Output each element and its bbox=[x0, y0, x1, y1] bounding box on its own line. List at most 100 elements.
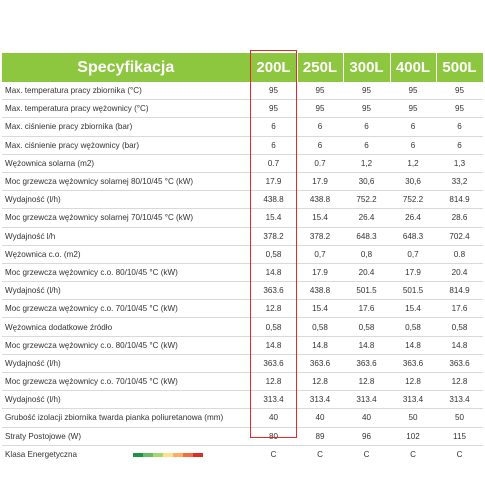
row-label: Max. temperatura pracy wężownicy (°C) bbox=[2, 99, 250, 119]
cell-400l: 6 bbox=[390, 136, 436, 155]
cell-500l: 33,2 bbox=[436, 172, 483, 192]
row-label-text: Moc grzewcza wężownicy c.o. 80/10/45 °C … bbox=[5, 267, 178, 277]
cell-200l: 40 bbox=[250, 408, 297, 428]
cell-300l: 40 bbox=[343, 408, 390, 428]
row-label: Max. temperatura pracy zbiornika (°C) bbox=[2, 82, 250, 101]
column-header-300l: 300L bbox=[343, 53, 391, 82]
cell-300l: 95 bbox=[343, 99, 390, 119]
energy-class-scale bbox=[133, 450, 203, 459]
cell-200l: 14.8 bbox=[250, 263, 297, 283]
cell-200l: 95 bbox=[250, 82, 297, 101]
cell-200l: 363.6 bbox=[250, 354, 297, 374]
column-header-250l: 250L bbox=[297, 53, 344, 82]
cell-500l: 95 bbox=[436, 99, 483, 119]
row-label-text: Moc grzewcza wężownicy c.o. 70/10/45 °C … bbox=[5, 304, 178, 314]
row-label-text: Straty Postojowe (W) bbox=[5, 431, 82, 441]
cell-500l: 363.6 bbox=[436, 354, 483, 374]
cell-200l: 95 bbox=[250, 99, 297, 119]
cell-300l: 0,8 bbox=[343, 245, 390, 264]
row-label-text: Moc grzewcza wężownicy c.o. 70/10/45 °C … bbox=[5, 377, 178, 387]
row-label-text: Wężownica solarna (m2) bbox=[5, 158, 95, 168]
table-row: Moc grzewcza wężownicy c.o. 70/10/45 °C … bbox=[2, 372, 483, 392]
energy-scale-segment bbox=[153, 453, 163, 458]
table-row: Grubość izolacji zbiornika twarda pianka… bbox=[2, 408, 483, 428]
cell-400l: 363.6 bbox=[390, 354, 436, 374]
cell-250l: 378.2 bbox=[297, 227, 343, 246]
row-label: Straty Postojowe (W) bbox=[2, 427, 250, 446]
energy-scale-segment bbox=[193, 453, 203, 458]
cell-300l: 313.4 bbox=[343, 390, 390, 410]
table-row: Wężownica c.o. (m2) 0,58 0,7 0,8 0,7 0.8 bbox=[2, 245, 483, 264]
cell-400l: 313.4 bbox=[390, 390, 436, 410]
cell-400l: 648.3 bbox=[390, 227, 436, 246]
cell-500l: 50 bbox=[436, 408, 483, 428]
row-label-text: Max. temperatura pracy zbiornika (°C) bbox=[5, 86, 142, 96]
row-label-text: Wydajność (l/h) bbox=[5, 286, 61, 296]
cell-400l: 102 bbox=[390, 427, 436, 446]
row-label: Wydajność (l/h) bbox=[2, 190, 250, 210]
cell-500l: 95 bbox=[436, 82, 483, 101]
column-header-500l: 500L bbox=[436, 53, 484, 82]
energy-scale-segment bbox=[163, 453, 173, 458]
cell-500l: 1,3 bbox=[436, 154, 483, 173]
cell-300l: 648.3 bbox=[343, 227, 390, 246]
cell-400l: C bbox=[410, 449, 416, 459]
energy-scale-segment bbox=[143, 453, 153, 458]
cell-250l: 6 bbox=[297, 117, 343, 137]
table-row: Moc grzewcza wężownicy c.o. 80/10/45 °C … bbox=[2, 263, 483, 283]
cell-400l: 1,2 bbox=[390, 154, 436, 173]
row-label-text: Max. ciśnienie pracy wężownicy (bar) bbox=[5, 140, 140, 150]
cell-400l: 0,7 bbox=[390, 245, 436, 264]
cell-200l: 0.7 bbox=[250, 154, 297, 173]
cell-500l: 17.6 bbox=[436, 299, 483, 319]
energy-scale-segment bbox=[133, 453, 143, 458]
table-row: Wydajność (l/h) 363.6 438.8 501.5 501.5 814.9 bbox=[2, 281, 483, 301]
header-row: Specyfikacja 200L 250L 300L 400L 500L bbox=[2, 53, 484, 82]
cell-200l: 363.6 bbox=[250, 281, 297, 301]
cell-250l: 0,7 bbox=[297, 245, 343, 264]
cell-500l: 313.4 bbox=[436, 390, 483, 410]
cell-250l: 40 bbox=[297, 408, 343, 428]
cell-250l: 15.4 bbox=[297, 299, 343, 319]
table-row: Max. temperatura pracy zbiornika (°C) 95 9… bbox=[2, 82, 483, 101]
cell-250l: 95 bbox=[297, 82, 343, 101]
cell-200l: 378.2 bbox=[250, 227, 297, 246]
cell-500l: 20.4 bbox=[436, 263, 483, 283]
row-label: Moc grzewcza wężownicy solarnej 70/10/45… bbox=[2, 208, 250, 228]
row-label-text: Klasa Energetyczna bbox=[5, 449, 77, 459]
row-label-text: Wydajność (l/h) bbox=[5, 358, 61, 368]
energy-scale-segment bbox=[173, 453, 183, 458]
row-label-text: Moc grzewcza wężownicy solarnej 70/10/45… bbox=[5, 213, 194, 223]
row-label: Wężownica c.o. (m2) bbox=[2, 245, 250, 264]
table-row: Wydajność (l/h) 363.6 363.6 363.6 363.6 363.6 bbox=[2, 354, 483, 374]
cell-300l: 30,6 bbox=[343, 172, 390, 192]
row-label-text: Moc grzewcza wężownicy solarnej 80/10/45… bbox=[5, 177, 194, 187]
cell-200l: 80 bbox=[250, 427, 297, 446]
row-label-text: Max. temperatura pracy wężownicy (°C) bbox=[5, 104, 149, 114]
table-row: Wężownica dodatkowe źródło 0,58 0,58 0,58 0,… bbox=[2, 317, 483, 337]
cell-300l: 6 bbox=[343, 136, 390, 155]
cell-250l: 12.8 bbox=[297, 372, 343, 392]
spec-table: Specyfikacja 200L 250L 300L 400L 500L Ma… bbox=[2, 53, 484, 463]
cell-250l: 89 bbox=[297, 427, 343, 446]
energy-scale-segment bbox=[183, 453, 193, 458]
cell-400l: 95 bbox=[390, 82, 436, 101]
cell-250l: 438.8 bbox=[297, 281, 343, 301]
row-label-text: Max. ciśnienie pracy zbiornika (bar) bbox=[5, 122, 133, 132]
cell-300l: 95 bbox=[343, 82, 390, 101]
row-label: Max. ciśnienie pracy zbiornika (bar) bbox=[2, 117, 250, 137]
cell-500l: C bbox=[456, 449, 463, 459]
table-row: Max. temperatura pracy wężownicy (°C) 95 9… bbox=[2, 99, 483, 119]
cell-500l: 14.8 bbox=[436, 336, 483, 355]
row-label: Wężownica solarna (m2) bbox=[2, 154, 250, 173]
cell-250l: 6 bbox=[297, 136, 343, 155]
cell-500l: 6 bbox=[436, 136, 483, 155]
cell-200l: C bbox=[270, 449, 277, 459]
row-label: Moc grzewcza wężownicy solarnej 80/10/45… bbox=[2, 172, 250, 192]
table-row: Klasa Energetyczna C C C C C bbox=[2, 445, 483, 463]
cell-300l: 363.6 bbox=[343, 354, 390, 374]
cell-400l: 17.9 bbox=[390, 263, 436, 283]
row-label-text: Wydajność (l/h) bbox=[5, 395, 61, 405]
cell-250l: 17.9 bbox=[297, 263, 343, 283]
table-row: Moc grzewcza wężownicy c.o. 70/10/45 °C … bbox=[2, 299, 483, 319]
